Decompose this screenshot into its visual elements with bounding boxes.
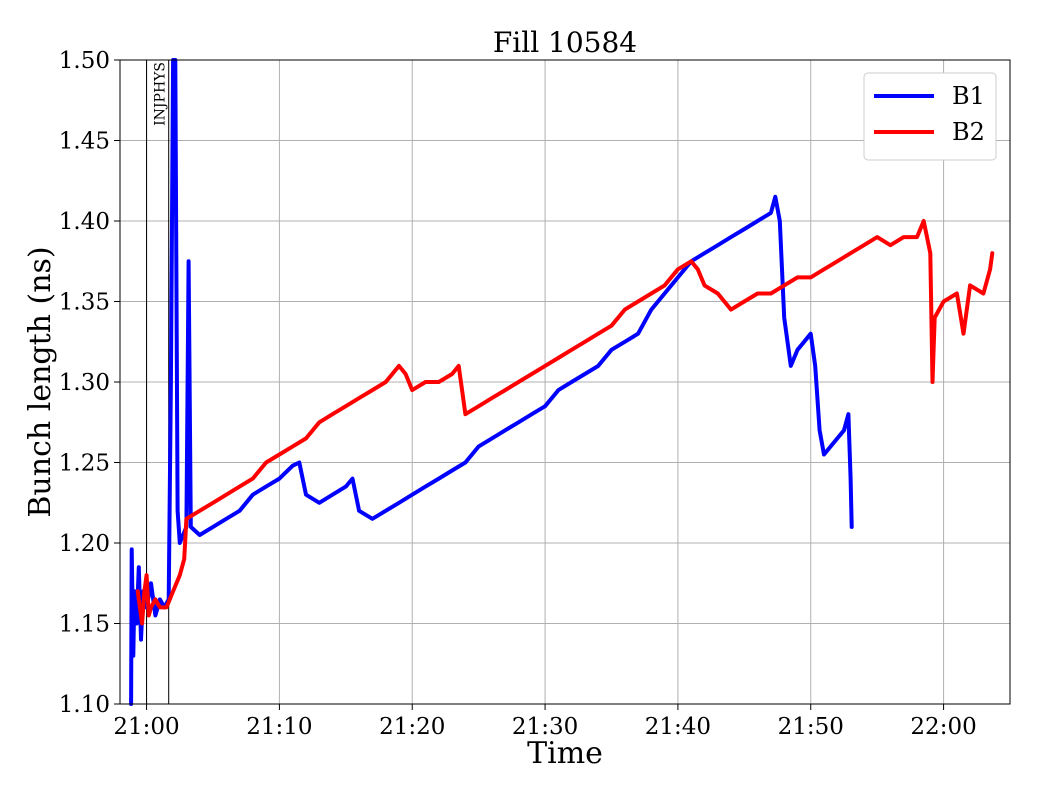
x-tick-label: 21:40 [645,714,711,740]
y-tick-label: 1.50 [59,48,110,74]
x-ticks: 21:00 21:10 21:20 21:30 21:40 21:50 22:00 [113,704,977,740]
y-ticks: 1.10 1.15 1.20 1.25 1.30 1.35 1.40 1.45 1.50 [59,48,120,718]
y-tick-label: 1.20 [59,531,110,557]
x-tick-label: 21:50 [778,714,844,740]
series-line-b1 [129,58,854,706]
legend-label-b2: B2 [952,118,985,146]
y-tick-label: 1.45 [59,129,110,155]
legend-label-b1: B1 [952,82,985,110]
y-tick-label: 1.35 [59,290,110,316]
series-line-b2 [135,219,995,626]
y-tick-label: 1.10 [59,692,110,718]
event-marker-label: INJPHYS [153,62,169,126]
y-tick-label: 1.15 [59,612,110,638]
chart-title: Fill 10584 [493,26,637,59]
x-tick-label: 21:30 [512,714,578,740]
x-tick-label: 21:00 [113,714,179,740]
series-group [129,58,995,706]
x-tick-label: 22:00 [910,714,976,740]
y-axis-title: Bunch length (ns) [23,246,58,517]
y-tick-label: 1.25 [59,451,110,477]
x-axis-title: Time [527,736,603,771]
x-tick-label: 21:20 [379,714,445,740]
x-tick-label: 21:10 [246,714,312,740]
y-tick-label: 1.40 [59,209,110,235]
y-tick-label: 1.30 [59,370,110,396]
